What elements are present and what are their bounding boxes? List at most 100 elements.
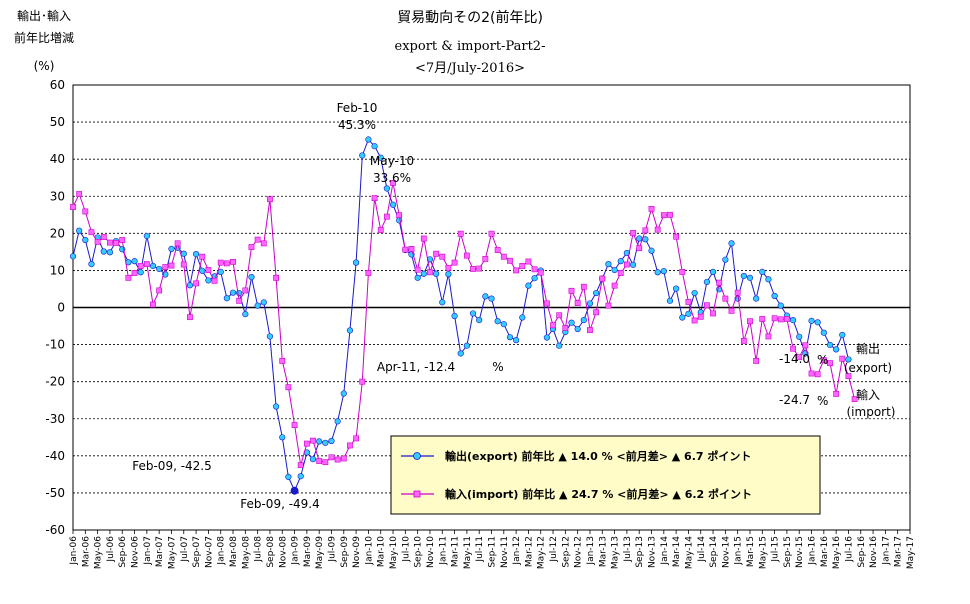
data-point-import bbox=[550, 322, 556, 329]
data-point-import bbox=[143, 261, 150, 268]
data-point-import bbox=[390, 180, 396, 186]
data-point-import bbox=[433, 250, 440, 257]
data-point-import bbox=[648, 205, 655, 212]
x-tick-label: Mar-12 bbox=[524, 536, 534, 567]
x-tick-label: Sep-13 bbox=[635, 536, 645, 568]
x-tick-label: Sep-16 bbox=[857, 536, 867, 568]
data-point-import bbox=[340, 455, 347, 462]
right-side-labels: 輸出 (export) 輸入 (import) bbox=[844, 341, 896, 419]
data-point-export bbox=[389, 201, 397, 208]
data-point-export bbox=[728, 240, 735, 247]
data-point-import bbox=[242, 287, 249, 294]
data-point-import bbox=[470, 266, 476, 272]
annotation-top: Feb-10 bbox=[337, 101, 378, 115]
data-point-export bbox=[525, 282, 532, 289]
data-point-export bbox=[771, 292, 778, 300]
data-point-import bbox=[543, 300, 550, 307]
data-point-import bbox=[704, 302, 710, 309]
data-point-export bbox=[353, 259, 360, 266]
data-point-export bbox=[568, 319, 575, 326]
data-point-import bbox=[765, 333, 772, 340]
y-tick-label: -20 bbox=[45, 375, 65, 389]
data-point-export bbox=[826, 341, 834, 349]
x-tick-label: Jul-06 bbox=[106, 536, 116, 563]
data-point-import bbox=[599, 275, 606, 282]
data-point-export bbox=[746, 274, 754, 281]
x-tick-label: Sep-07 bbox=[192, 536, 202, 568]
data-point-export bbox=[611, 266, 618, 274]
data-point-import bbox=[476, 265, 483, 272]
data-point-import bbox=[334, 456, 341, 463]
y-tick-label: -30 bbox=[45, 412, 65, 426]
data-point-export bbox=[666, 297, 674, 304]
x-tick-label: Jan-15 bbox=[734, 536, 744, 566]
data-point-export bbox=[476, 317, 483, 324]
data-point-import bbox=[525, 258, 532, 265]
data-point-import bbox=[611, 282, 618, 289]
x-tick-label: Nov-11 bbox=[500, 536, 510, 568]
data-point-export bbox=[100, 248, 107, 255]
data-point-import bbox=[137, 263, 144, 269]
data-point-export bbox=[309, 456, 317, 463]
data-point-import bbox=[845, 373, 852, 380]
data-point-export bbox=[266, 333, 274, 340]
data-point-import bbox=[814, 371, 821, 378]
data-point-export bbox=[137, 269, 144, 276]
annotation-label: % bbox=[492, 360, 503, 374]
x-tick-label: Sep-06 bbox=[118, 536, 128, 568]
annotation-bottom: 33.6% bbox=[373, 171, 411, 185]
highlight-point bbox=[290, 486, 299, 495]
data-point-import bbox=[70, 204, 76, 210]
x-tick-label: Jan-10 bbox=[364, 536, 374, 566]
data-point-import bbox=[76, 191, 83, 197]
x-tick-label: Jan-13 bbox=[586, 536, 596, 566]
data-point-import bbox=[784, 316, 790, 322]
data-point-import bbox=[660, 212, 667, 219]
data-point-export bbox=[371, 143, 378, 150]
y-tick-label: -40 bbox=[45, 449, 65, 463]
data-point-export bbox=[820, 329, 827, 336]
data-point-export bbox=[254, 302, 261, 309]
data-point-export bbox=[297, 473, 304, 480]
y-tick-label: 40 bbox=[50, 152, 65, 166]
data-point-export bbox=[439, 299, 446, 306]
data-point-export bbox=[808, 317, 815, 324]
y-tick-label: 0 bbox=[57, 301, 65, 315]
data-point-import bbox=[187, 314, 193, 321]
data-point-import bbox=[734, 289, 741, 296]
x-tick-label: Nov-12 bbox=[574, 536, 584, 568]
data-point-export bbox=[759, 268, 766, 276]
data-point-import bbox=[488, 230, 495, 237]
data-point-export bbox=[531, 275, 538, 282]
data-point-export bbox=[685, 310, 692, 317]
data-point-export bbox=[586, 300, 594, 307]
data-point-import bbox=[396, 212, 403, 219]
x-tick-label: Jul-16 bbox=[844, 536, 854, 563]
data-point-import bbox=[697, 313, 704, 320]
data-point-export bbox=[648, 247, 655, 254]
data-point-import bbox=[267, 196, 273, 203]
data-point-import bbox=[673, 233, 680, 240]
data-point-export bbox=[229, 289, 237, 296]
data-point-import bbox=[531, 266, 538, 273]
x-tick-label: Mar-07 bbox=[155, 536, 165, 567]
x-tick-label: Nov-08 bbox=[278, 536, 288, 568]
legend-import-marker bbox=[413, 490, 421, 498]
chart-subtitle-1: export & import-Part2- bbox=[395, 39, 546, 54]
data-point-import bbox=[125, 274, 132, 281]
data-point-import bbox=[310, 437, 316, 444]
x-tick-label: Sep-14 bbox=[709, 536, 719, 568]
data-point-export bbox=[82, 236, 89, 244]
chart-titles: 貿易動向その2(前年比) export & import-Part2- <7月/… bbox=[395, 9, 546, 76]
x-tick-label: Nov-16 bbox=[869, 536, 879, 568]
x-tick-label: Nov-07 bbox=[204, 536, 214, 568]
x-tick-label: May-14 bbox=[684, 536, 694, 569]
data-point-export bbox=[463, 342, 470, 349]
data-point-import bbox=[365, 270, 372, 276]
data-point-export bbox=[279, 434, 286, 441]
data-point-import bbox=[322, 459, 329, 466]
data-point-export bbox=[346, 327, 354, 334]
data-point-export bbox=[205, 277, 212, 284]
data-point-export bbox=[623, 249, 630, 257]
data-point-import bbox=[636, 245, 643, 252]
